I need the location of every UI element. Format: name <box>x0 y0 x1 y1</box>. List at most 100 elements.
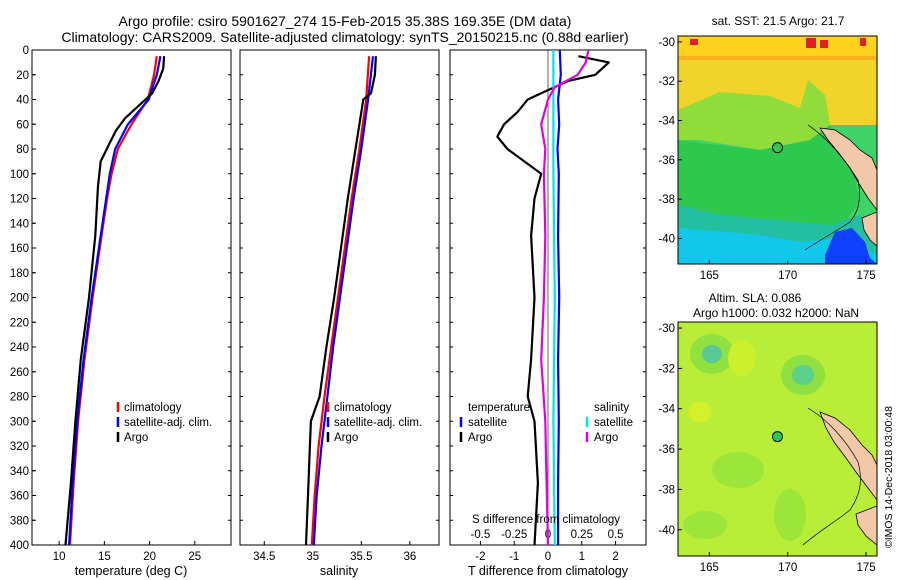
x-tick-label: 0 <box>545 551 551 563</box>
depth-tick-label: 320 <box>10 441 29 453</box>
difference-legend-salinity: salinity satellite Argo <box>585 402 633 444</box>
temperature-y-axis: 0 20 40 60 80 100 120 140 160 180 200 220 240 260 280 3… <box>10 45 36 552</box>
legend-label-satellite-adj: satellite-adj. clim. <box>124 417 212 429</box>
x-tick-label: 35.5 <box>350 551 372 563</box>
s-tick-label: 0.25 <box>571 529 593 541</box>
map-y-tick-label: -30 <box>658 323 675 335</box>
sla-contour <box>802 407 861 546</box>
sla-yellow-1 <box>728 340 756 376</box>
legend-label-climatology: climatology <box>124 402 182 414</box>
depth-tick-label: 60 <box>16 119 29 131</box>
legend-label-argo: Argo <box>124 432 148 444</box>
depth-tick-label: 200 <box>10 293 29 305</box>
sla-blob-2-core <box>792 365 814 385</box>
sst-red-pixels-4 <box>860 38 866 46</box>
map-y-tick-label: -34 <box>658 116 675 128</box>
depth-tick-label: 100 <box>10 169 29 181</box>
temperature-legend: climatology satellite-adj. clim. Argo <box>116 402 212 444</box>
sla-map-axes: 165 170 175 -30 -32 -34 -36 -38 -40 <box>658 323 875 574</box>
series-argo <box>64 56 166 545</box>
map-y-tick-label: -32 <box>658 363 675 375</box>
x-tick-label: 15 <box>98 551 111 563</box>
depth-tick-label: 360 <box>10 491 29 503</box>
x-tick-label: 2 <box>612 551 618 563</box>
difference-legend-temperature: temperature satellite Argo <box>459 402 530 444</box>
depth-tick-label: 380 <box>10 515 29 527</box>
series-satellite-adj-clim- <box>68 55 162 545</box>
legend-label-t-satellite: satellite <box>468 417 507 429</box>
depth-tick-label: 120 <box>10 194 29 206</box>
imos-credit: ©IMOS 14-Dec-2018 03:00:48 <box>883 406 895 548</box>
series-t-satellite <box>556 50 562 545</box>
s-tick-label: 0.5 <box>608 529 624 541</box>
sst-lightgreen-region <box>678 80 830 150</box>
x-tick-label: -2 <box>475 551 485 563</box>
x-tick-label: 36 <box>403 551 416 563</box>
salinity-x-axis: 34.5 35 35.5 36 <box>240 49 439 563</box>
x-tick-label: 20 <box>143 551 156 563</box>
depth-tick-label: 20 <box>16 70 29 82</box>
x-tick-label: 25 <box>188 551 201 563</box>
sla-map-title-line2: Argo h1000: 0.032 h2000: NaN <box>693 306 859 320</box>
sla-green-3 <box>774 489 806 541</box>
temperature-x-label: temperature (deg C) <box>75 564 188 578</box>
series-climatology <box>310 56 371 545</box>
sla-map-panel: Altim. SLA: 0.086 Argo h1000: 0.032 h200… <box>658 291 878 574</box>
sla-green-1 <box>712 452 764 488</box>
series-argo <box>304 56 377 545</box>
map-y-tick-label: -36 <box>658 444 675 456</box>
sst-red-pixels-1 <box>806 38 816 48</box>
temperature-series <box>64 55 166 545</box>
legend-title-temperature: temperature <box>468 402 530 414</box>
map-y-tick-label: -40 <box>658 525 675 537</box>
legend-label-climatology: climatology <box>334 402 392 414</box>
chart-title-line2: Climatology: CARS2009. Satellite-adjuste… <box>61 29 628 45</box>
x-tick-label: 35 <box>306 551 319 563</box>
map-y-tick-label: -38 <box>658 484 675 496</box>
depth-tick-label: 240 <box>10 342 29 354</box>
series-s-satellite <box>552 50 556 545</box>
depth-tick-label: 400 <box>10 540 29 552</box>
sst-map-axes: 165 170 175 -30 -32 -34 -36 -38 -40 <box>658 37 875 282</box>
salinity-x-label: salinity <box>320 564 359 578</box>
sla-argo-marker <box>772 431 783 443</box>
sst-red-pixels-2 <box>820 40 828 48</box>
salinity-series <box>304 56 377 545</box>
salinity-panel: 34.5 35 35.5 36 climatology satellite-adj. … <box>239 49 440 578</box>
depth-tick-label: 80 <box>16 144 29 156</box>
sst-blue-patch <box>825 228 877 264</box>
depth-tick-label: 260 <box>10 367 29 379</box>
sst-map-title: sat. SST: 21.5 Argo: 21.7 <box>712 14 845 28</box>
map-x-tick-label: 165 <box>700 270 719 282</box>
sla-land-south <box>855 505 877 546</box>
x-tick-label: 10 <box>53 551 66 563</box>
temperature-plot-frame <box>31 49 232 546</box>
series-satellite-adj-clim- <box>312 56 375 545</box>
sst-argo-marker <box>772 142 783 154</box>
depth-tick-label: 300 <box>10 416 29 428</box>
legend-label-argo: Argo <box>334 432 358 444</box>
legend-title-salinity: salinity <box>594 402 629 414</box>
temperature-panel: 0 20 40 60 80 100 120 140 160 180 200 220 240 260 280 3… <box>10 45 232 578</box>
legend-label-s-argo: Argo <box>594 432 618 444</box>
sla-yellow-2 <box>688 402 712 422</box>
depth-tick-label: 0 <box>23 45 29 57</box>
s-tick-label: -0.25 <box>501 529 527 541</box>
depth-tick-label: 340 <box>10 466 29 478</box>
map-y-tick-label: -30 <box>658 37 675 49</box>
series-s-argo <box>540 50 590 545</box>
sst-land <box>819 127 877 211</box>
map-y-tick-label: -32 <box>658 76 675 88</box>
depth-tick-label: 160 <box>10 243 29 255</box>
sla-blob-1-core <box>702 345 722 363</box>
difference-series <box>496 50 610 545</box>
sla-map-title-line1: Altim. SLA: 0.086 <box>709 291 802 305</box>
depth-tick-label: 180 <box>10 268 29 280</box>
x-tick-label: -1 <box>509 551 519 563</box>
depth-tick-label: 220 <box>10 317 29 329</box>
difference-x-axis: -2 -1 0 1 2 <box>450 49 646 563</box>
difference-panel: -2 -1 0 1 2 -0.5 -0.25 0 0.25 0.5 temperature sa… <box>449 49 647 578</box>
difference-s-axis: -0.5 -0.25 0 0.25 0.5 <box>470 529 623 541</box>
legend-label-s-satellite: satellite <box>594 417 633 429</box>
sst-red-pixels-3 <box>690 39 698 45</box>
